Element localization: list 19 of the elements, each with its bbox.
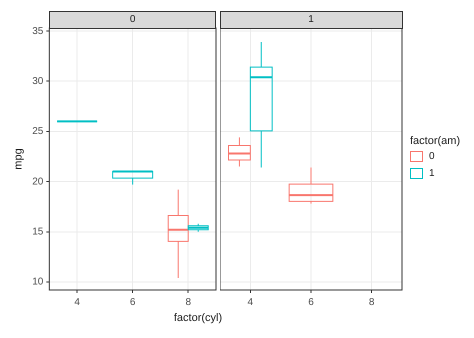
chart-title: 1: [220, 10, 402, 28]
y-tick-label: 30: [32, 76, 44, 87]
x-tick-label: 8: [185, 296, 192, 308]
legend-title: factor(am): [410, 134, 460, 146]
chart-title: 0: [48, 10, 216, 28]
x-tick-label: 6: [308, 296, 314, 308]
y-tick-label: 35: [32, 26, 44, 37]
x-tick-label: 4: [248, 296, 254, 308]
y-tick-label: 10: [32, 276, 44, 288]
x-tick-label: 4: [74, 296, 80, 308]
y-tick-label: 15: [32, 226, 44, 238]
x-tick-label: 8: [368, 296, 375, 308]
x-axis-title: factor(cyl): [172, 312, 224, 324]
y-tick-label: 20: [32, 176, 44, 188]
y-axis-title: mpg: [12, 148, 25, 170]
legend-label: 1: [429, 168, 435, 178]
legend-label: 0: [429, 150, 435, 162]
x-tick-label: 6: [130, 296, 136, 308]
y-tick-label: 25: [32, 126, 44, 138]
